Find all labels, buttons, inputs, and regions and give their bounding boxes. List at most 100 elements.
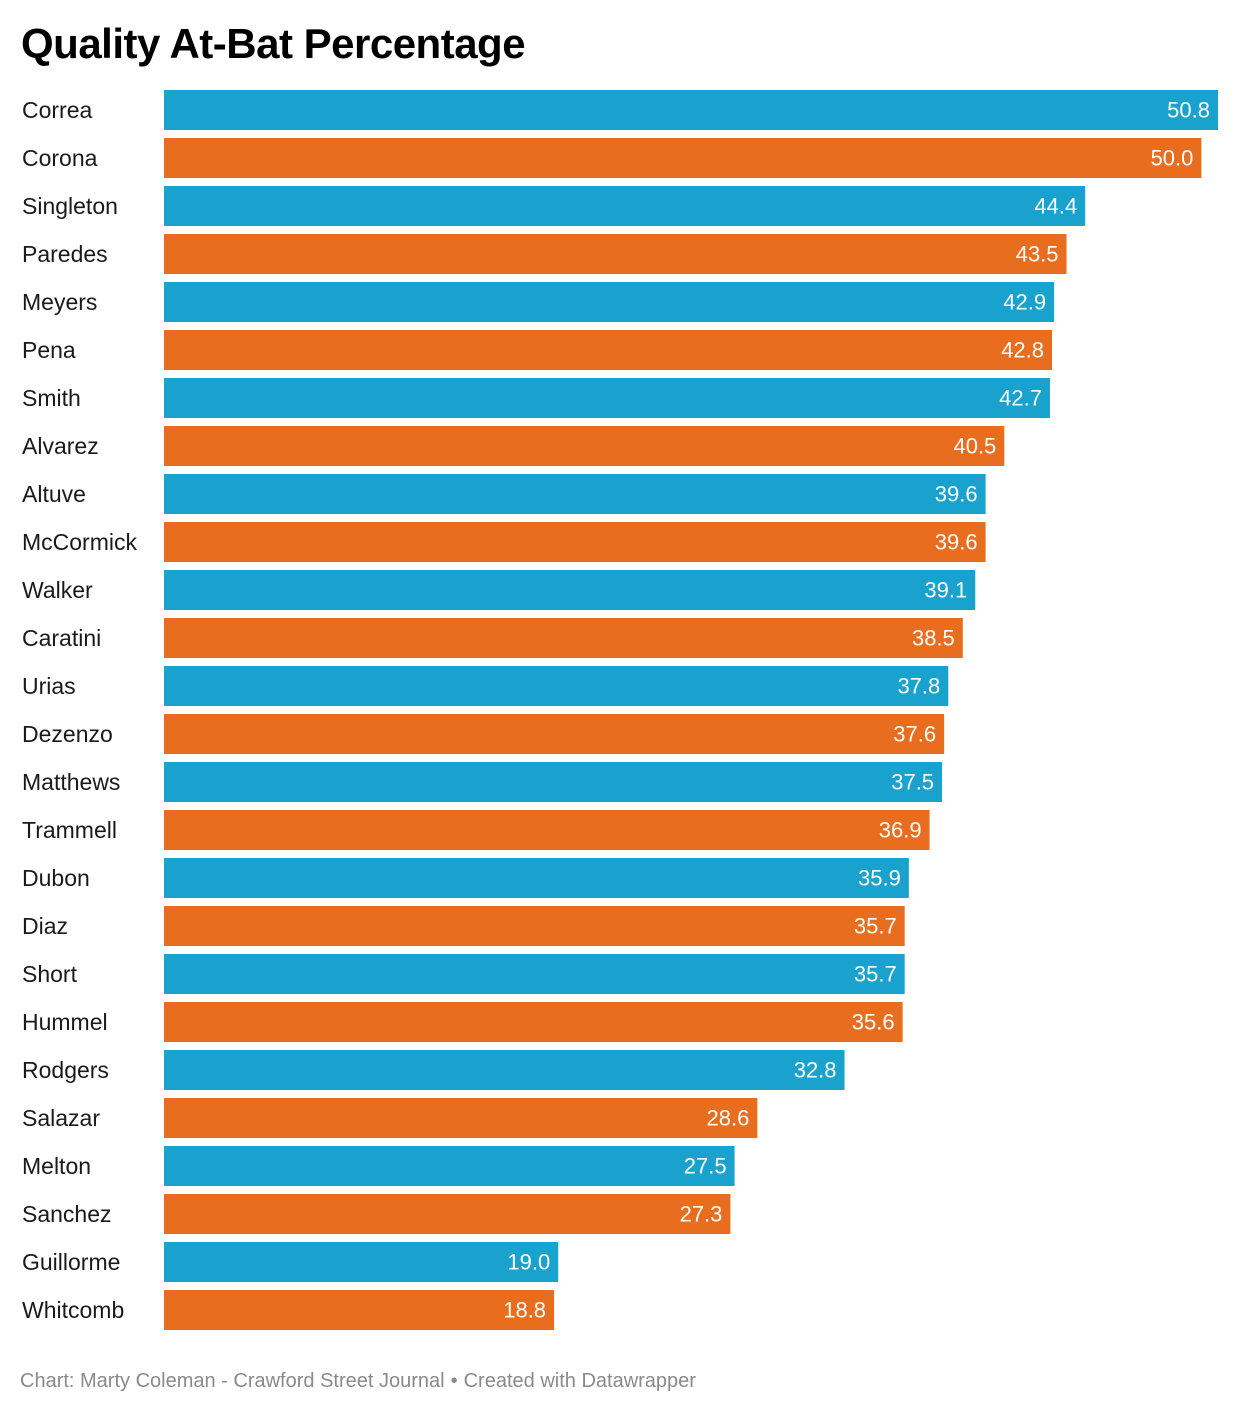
bar-row: Meyers 42.9 bbox=[22, 282, 1055, 322]
bar-row: Diaz 35.7 bbox=[22, 906, 905, 946]
bar[interactable] bbox=[164, 138, 1202, 178]
bar[interactable] bbox=[164, 618, 963, 658]
category-label: Meyers bbox=[22, 289, 97, 315]
bar[interactable] bbox=[164, 906, 905, 946]
chart-title: Quality At-Bat Percentage bbox=[21, 20, 526, 67]
bar[interactable] bbox=[164, 1194, 731, 1234]
bar-row: Melton 27.5 bbox=[22, 1146, 735, 1186]
category-label: Salazar bbox=[22, 1105, 100, 1131]
value-label: 43.5 bbox=[1016, 242, 1059, 267]
value-label: 37.6 bbox=[893, 722, 936, 747]
bar[interactable] bbox=[164, 954, 905, 994]
bar[interactable] bbox=[164, 282, 1055, 322]
footer-credit: Chart: Marty Coleman - Crawford Street J… bbox=[20, 1370, 445, 1392]
category-label: Matthews bbox=[22, 769, 120, 795]
value-label: 35.9 bbox=[858, 866, 901, 891]
value-label: 35.7 bbox=[854, 962, 897, 987]
bar-row: Short 35.7 bbox=[22, 954, 905, 994]
bar-row: Dubon 35.9 bbox=[22, 858, 909, 898]
value-label: 39.1 bbox=[924, 578, 967, 603]
bar[interactable] bbox=[164, 378, 1050, 418]
bar-row: Whitcomb 18.8 bbox=[22, 1290, 555, 1330]
bar[interactable] bbox=[164, 858, 909, 898]
category-label: Alvarez bbox=[22, 433, 99, 459]
bar[interactable] bbox=[164, 1146, 735, 1186]
value-label: 42.7 bbox=[999, 386, 1042, 411]
bar-row: Altuve 39.6 bbox=[22, 474, 986, 514]
bar-row: Caratini 38.5 bbox=[22, 618, 963, 658]
value-label: 27.3 bbox=[680, 1202, 723, 1227]
value-label: 42.9 bbox=[1003, 290, 1046, 315]
bar-row: Guillorme 19.0 bbox=[22, 1242, 559, 1282]
bar-row: Paredes 43.5 bbox=[22, 234, 1067, 274]
bar[interactable] bbox=[164, 426, 1005, 466]
bar-row: Sanchez 27.3 bbox=[22, 1194, 731, 1234]
bar-row: Hummel 35.6 bbox=[22, 1002, 903, 1042]
bar-row: Rodgers 32.8 bbox=[22, 1050, 845, 1090]
category-label: Smith bbox=[22, 385, 81, 411]
category-label: Walker bbox=[22, 577, 93, 603]
bar-row: Matthews 37.5 bbox=[22, 762, 943, 802]
bar[interactable] bbox=[164, 810, 930, 850]
bar-row: Dezenzo 37.6 bbox=[22, 714, 945, 754]
value-label: 42.8 bbox=[1001, 338, 1044, 363]
bar-row: Trammell 36.9 bbox=[22, 810, 930, 850]
footer-separator: • bbox=[450, 1370, 458, 1392]
bar[interactable] bbox=[164, 1002, 903, 1042]
category-label: Short bbox=[22, 961, 78, 987]
category-label: Dezenzo bbox=[22, 721, 113, 747]
value-label: 32.8 bbox=[794, 1058, 837, 1083]
category-label: Paredes bbox=[22, 241, 108, 267]
value-label: 27.5 bbox=[684, 1154, 727, 1179]
footer-tool[interactable]: Created with Datawrapper bbox=[463, 1370, 696, 1392]
value-label: 50.0 bbox=[1151, 146, 1194, 171]
category-label: Melton bbox=[22, 1153, 91, 1179]
value-label: 37.5 bbox=[891, 770, 934, 795]
category-label: McCormick bbox=[22, 529, 137, 555]
bar[interactable] bbox=[164, 1290, 555, 1330]
value-label: 38.5 bbox=[912, 626, 955, 651]
bar[interactable] bbox=[164, 474, 986, 514]
bar[interactable] bbox=[164, 522, 986, 562]
category-label: Urias bbox=[22, 673, 76, 699]
bar-row: Singleton 44.4 bbox=[22, 186, 1086, 226]
value-label: 37.8 bbox=[897, 674, 940, 699]
category-label: Correa bbox=[22, 97, 93, 123]
bar-row: Alvarez 40.5 bbox=[22, 426, 1005, 466]
bar[interactable] bbox=[164, 330, 1053, 370]
category-label: Trammell bbox=[22, 817, 117, 843]
value-label: 40.5 bbox=[953, 434, 996, 459]
bar[interactable] bbox=[164, 1098, 758, 1138]
bar[interactable] bbox=[164, 186, 1086, 226]
bar-row: Correa 50.8 bbox=[22, 90, 1218, 130]
bar[interactable] bbox=[164, 570, 976, 610]
category-label: Sanchez bbox=[22, 1201, 112, 1227]
bar[interactable] bbox=[164, 90, 1218, 130]
bar[interactable] bbox=[164, 1242, 559, 1282]
value-label: 44.4 bbox=[1034, 194, 1077, 219]
bar[interactable] bbox=[164, 234, 1067, 274]
bar-row: Salazar 28.6 bbox=[22, 1098, 758, 1138]
bar[interactable] bbox=[164, 714, 945, 754]
value-label: 18.8 bbox=[503, 1298, 546, 1323]
bar[interactable] bbox=[164, 1050, 845, 1090]
value-label: 28.6 bbox=[707, 1106, 750, 1131]
category-label: Singleton bbox=[22, 193, 118, 219]
category-label: Caratini bbox=[22, 625, 101, 651]
value-label: 39.6 bbox=[935, 482, 978, 507]
bar-row: McCormick 39.6 bbox=[22, 522, 986, 562]
value-label: 50.8 bbox=[1167, 98, 1210, 123]
category-label: Hummel bbox=[22, 1009, 108, 1035]
value-label: 35.7 bbox=[854, 914, 897, 939]
chart-footer: Chart: Marty Coleman - Crawford Street J… bbox=[20, 1370, 696, 1393]
category-label: Rodgers bbox=[22, 1057, 109, 1083]
bar-row: Pena 42.8 bbox=[22, 330, 1053, 370]
bar-row: Urias 37.8 bbox=[22, 666, 949, 706]
bar-row: Walker 39.1 bbox=[22, 570, 976, 610]
bar[interactable] bbox=[164, 762, 943, 802]
bar-row: Corona 50.0 bbox=[22, 138, 1202, 178]
bar[interactable] bbox=[164, 666, 949, 706]
category-label: Whitcomb bbox=[22, 1297, 124, 1323]
category-label: Pena bbox=[22, 337, 76, 363]
